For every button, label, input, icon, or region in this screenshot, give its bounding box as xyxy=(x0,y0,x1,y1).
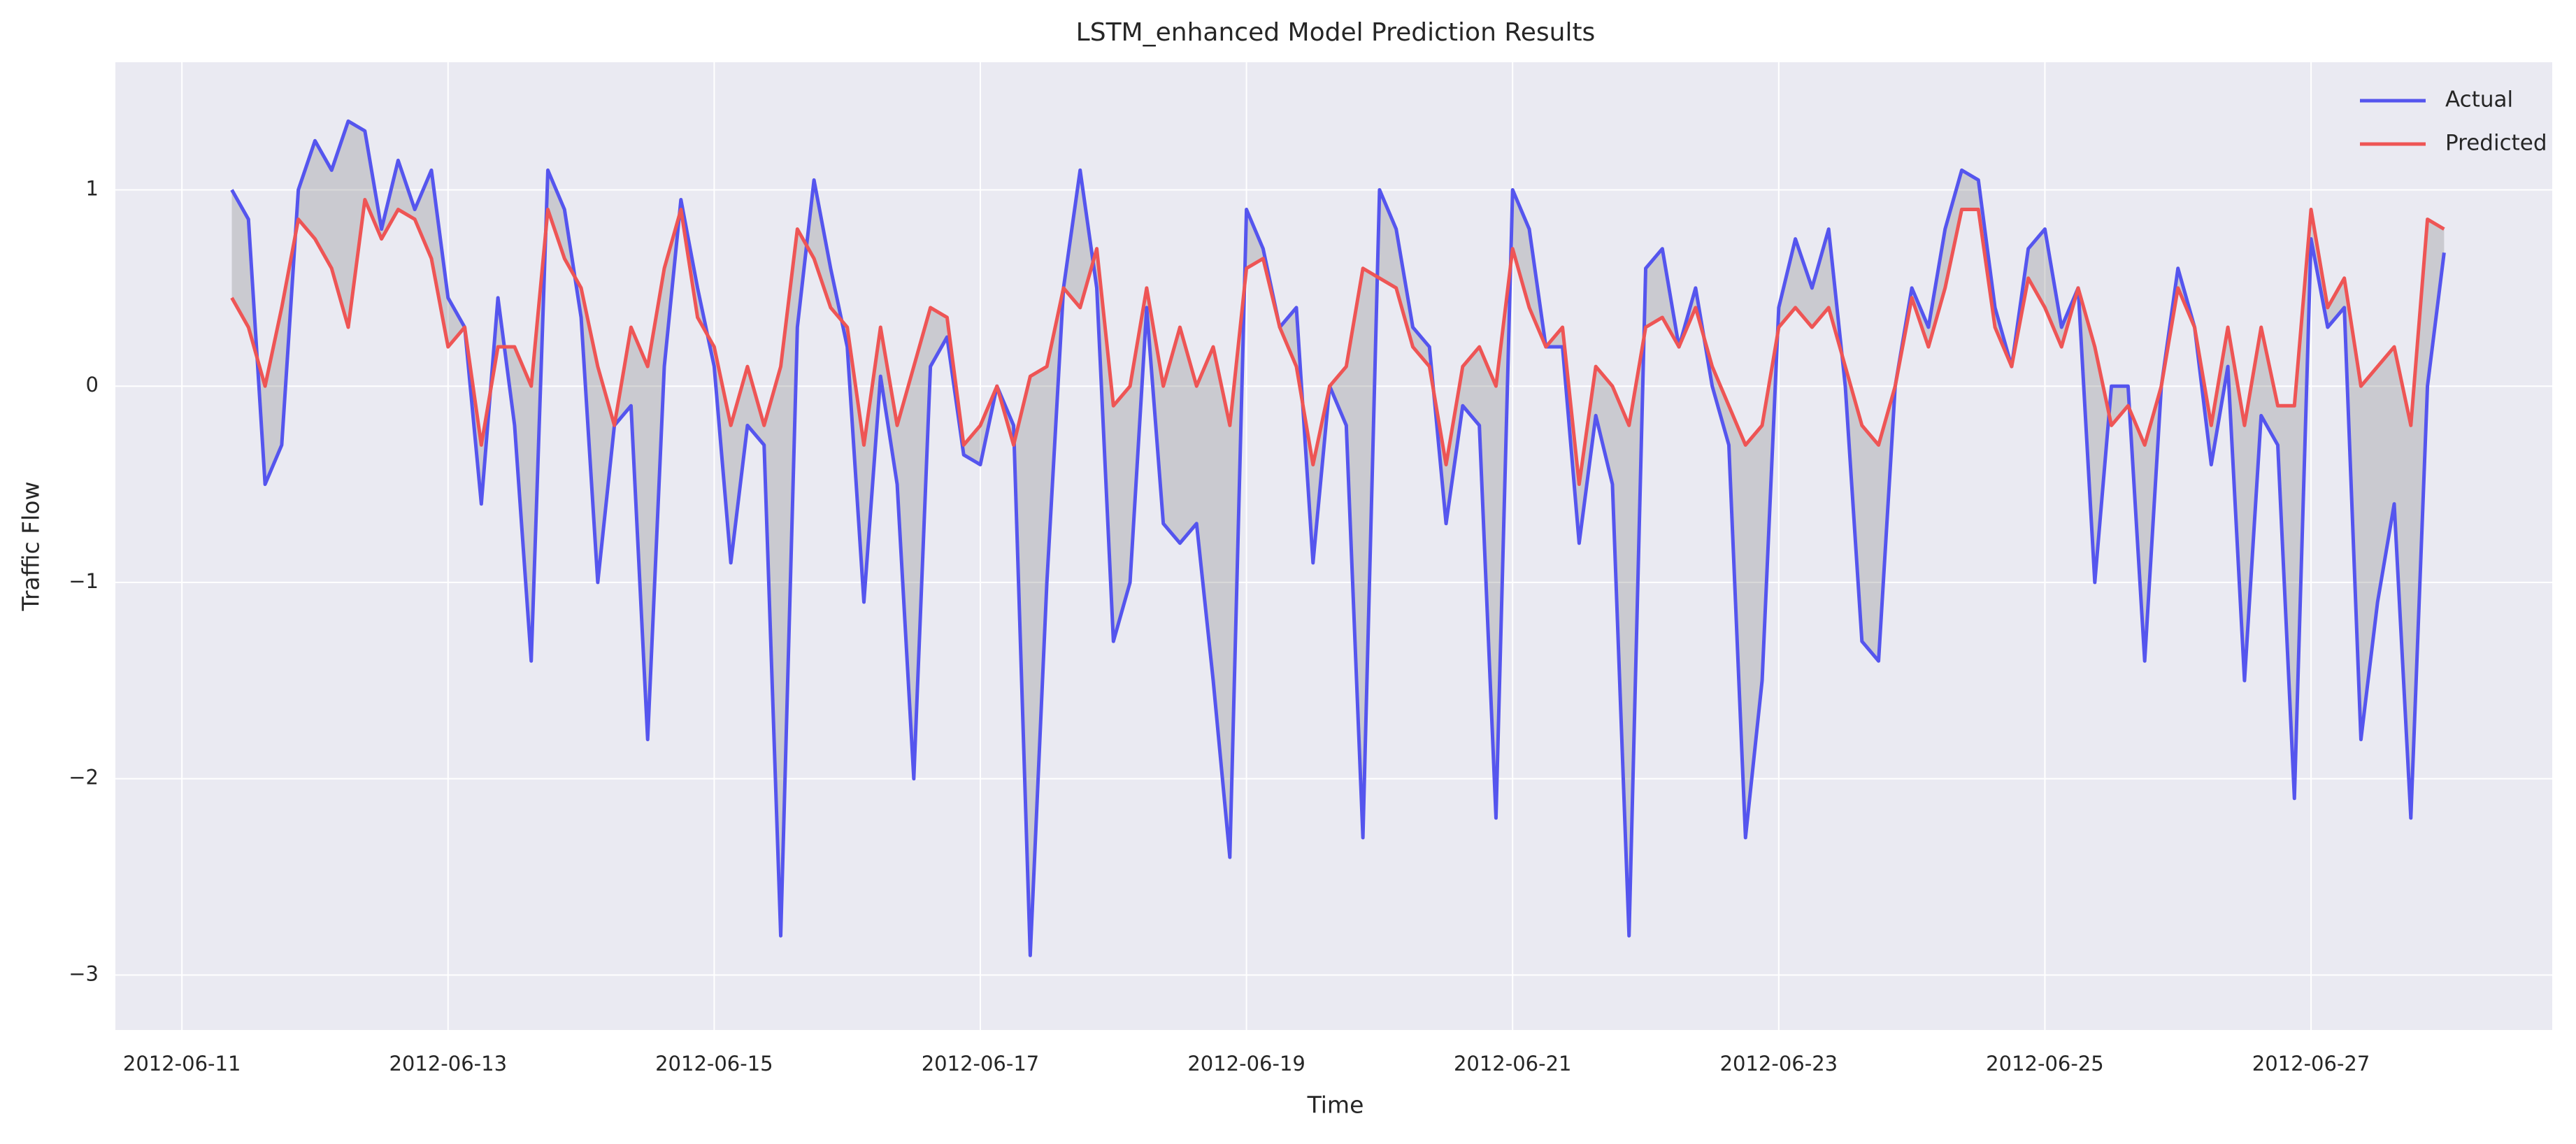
labels: −3 −2 −1 0 1 2012-06-11 2012-06-13 2012-06-15 20… xyxy=(69,176,2370,1075)
x-tick-label: 2012-06-21 xyxy=(1454,1052,1572,1075)
x-tick-label: 2012-06-13 xyxy=(389,1052,507,1075)
x-tick-label: 2012-06-11 xyxy=(123,1052,241,1075)
legend-label: Actual xyxy=(2445,87,2513,113)
legend-label: Predicted xyxy=(2445,131,2547,156)
y-tick-label: −3 xyxy=(69,961,99,985)
series-line xyxy=(230,198,2445,487)
x-tick-label: 2012-06-15 xyxy=(655,1052,773,1075)
y-axis-label: Traffic Flow xyxy=(17,482,45,612)
x-axis-label: Time xyxy=(1307,1092,1364,1119)
y-tick-label: −2 xyxy=(69,766,99,789)
x-tick-label: 2012-06-23 xyxy=(1720,1052,1838,1075)
marks xyxy=(230,119,2446,957)
x-tick-label: 2012-06-19 xyxy=(1187,1052,1305,1075)
y-tick-label: 0 xyxy=(86,373,99,396)
plot-background xyxy=(115,62,2552,1030)
x-tick-label: 2012-06-17 xyxy=(922,1052,1040,1075)
grid xyxy=(115,62,2552,1030)
y-tick-label: −1 xyxy=(69,569,99,593)
y-tick-label: 1 xyxy=(86,176,99,200)
x-tick-label: 2012-06-27 xyxy=(2252,1052,2370,1075)
legend: Actual Predicted xyxy=(2360,87,2547,156)
chart-title: LSTM_enhanced Model Prediction Results xyxy=(1076,18,1596,47)
x-tick-label: 2012-06-25 xyxy=(1986,1052,2104,1075)
